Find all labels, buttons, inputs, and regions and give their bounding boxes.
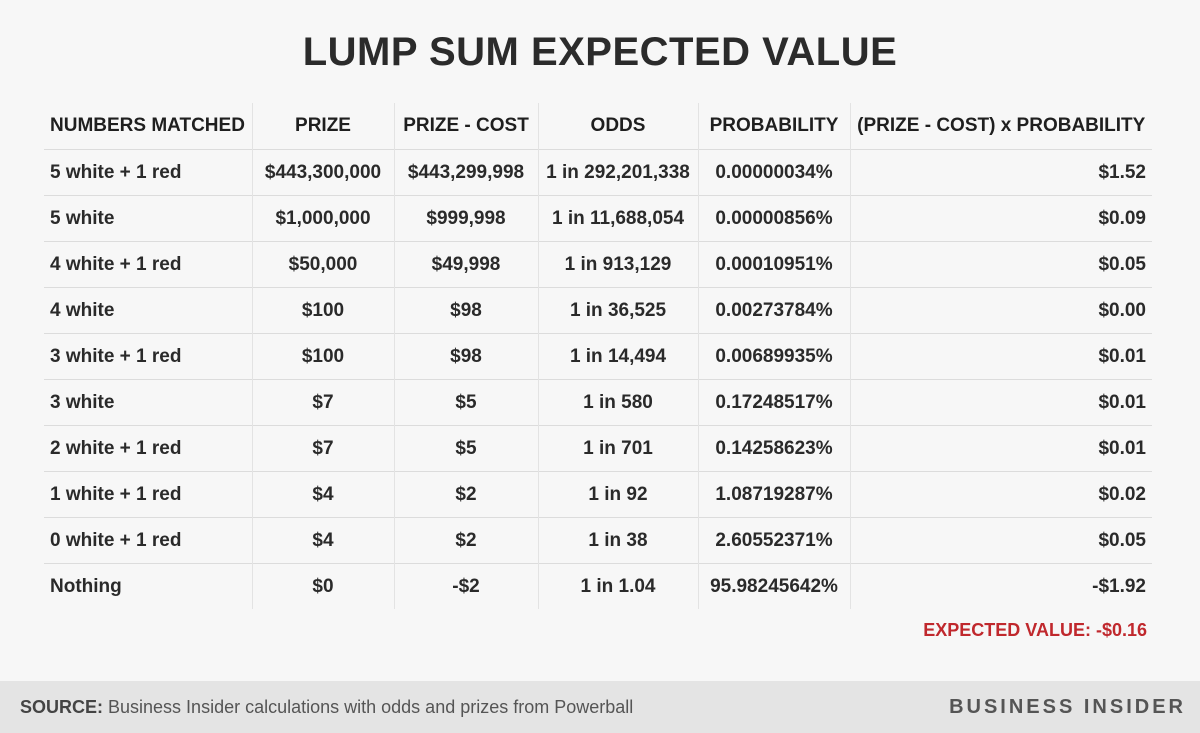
cell-prize-minus-cost: $999,998: [393, 195, 538, 242]
header-weighted-value: (PRIZE - COST) x PROBABILITY: [849, 103, 1152, 150]
cell-odds: 1 in 92: [537, 471, 698, 518]
cell-numbers-matched: 0 white + 1 red: [50, 529, 182, 551]
cell-probability: 0.00000034%: [697, 149, 850, 196]
cell-numbers-matched: 2 white + 1 red: [50, 437, 182, 459]
source-note: SOURCE: Business Insider calculations wi…: [20, 697, 633, 718]
cell-numbers-matched: 1 white + 1 red: [50, 483, 182, 505]
cell-numbers-matched: 4 white: [50, 299, 115, 321]
cell-prize: $50,000: [251, 241, 394, 288]
cell-odds: 1 in 11,688,054: [537, 195, 698, 242]
brand-logo: BUSINESS INSIDER: [949, 696, 1186, 718]
cell-prize: $7: [251, 425, 394, 472]
cell-numbers-matched: 3 white + 1 red: [50, 345, 182, 367]
cell-prize: $443,300,000: [251, 149, 394, 196]
header-prize: PRIZE: [251, 103, 394, 150]
cell-weighted-value: $0.01: [849, 333, 1152, 380]
cell-probability: 0.14258623%: [697, 425, 850, 472]
cell-prize-minus-cost: $443,299,998: [393, 149, 538, 196]
cell-probability: 0.17248517%: [697, 379, 850, 426]
cell-probability: 0.00010951%: [697, 241, 850, 288]
table-body: 5 white + 1 red $443,300,000 $443,299,998 1…: [44, 149, 1152, 609]
cell-weighted-value: $0.09: [849, 195, 1152, 242]
expected-value-total: EXPECTED VALUE: -$0.16: [923, 620, 1147, 640]
cell-prize-minus-cost: $49,998: [393, 241, 538, 288]
cell-prize-minus-cost: $2: [393, 517, 538, 564]
cell-prize-minus-cost: $5: [393, 425, 538, 472]
cell-weighted-value: $0.01: [849, 379, 1152, 426]
table-row: 1 white + 1 red $4 $2 1 in 92 1.08719287% $0.…: [44, 471, 1152, 518]
cell-prize: $4: [251, 471, 394, 518]
cell-prize-minus-cost: $5: [393, 379, 538, 426]
cell-numbers-matched: 5 white: [50, 207, 115, 229]
cell-odds: 1 in 36,525: [537, 287, 698, 334]
cell-prize-minus-cost: $2: [393, 471, 538, 518]
cell-prize: $0: [251, 563, 394, 609]
table-row: 5 white + 1 red $443,300,000 $443,299,998 1…: [44, 149, 1152, 196]
source-text: Business Insider calculations with odds …: [103, 697, 634, 717]
table-row: 4 white $100 $98 1 in 36,525 0.00273784% $0.0…: [44, 287, 1152, 334]
cell-odds: 1 in 1.04: [537, 563, 698, 609]
cell-odds: 1 in 38: [537, 517, 698, 564]
cell-weighted-value: $1.52: [849, 149, 1152, 196]
cell-prize-minus-cost: -$2: [393, 563, 538, 609]
table-row: 2 white + 1 red $7 $5 1 in 701 0.14258623% $0…: [44, 425, 1152, 472]
cell-weighted-value: -$1.92: [849, 563, 1152, 609]
cell-odds: 1 in 701: [537, 425, 698, 472]
cell-odds: 1 in 292,201,338: [537, 149, 698, 196]
cell-numbers-matched: 3 white: [50, 391, 115, 413]
cell-prize: $100: [251, 287, 394, 334]
source-label: SOURCE:: [20, 697, 104, 717]
table-row: 5 white $1,000,000 $999,998 1 in 11,688,054…: [44, 195, 1152, 242]
cell-weighted-value: $0.05: [849, 517, 1152, 564]
table-row: Nothing $0 -$2 1 in 1.04 95.98245642% -$1.92: [44, 563, 1152, 609]
cell-odds: 1 in 14,494: [537, 333, 698, 380]
table-row: 0 white + 1 red $4 $2 1 in 38 2.60552371% $0.…: [44, 517, 1152, 564]
table-row: 3 white + 1 red $100 $98 1 in 14,494 0.00689…: [44, 333, 1152, 380]
cell-weighted-value: $0.01: [849, 425, 1152, 472]
footer-bar: SOURCE: Business Insider calculations wi…: [0, 681, 1200, 733]
cell-probability: 1.08719287%: [697, 471, 850, 518]
cell-prize-minus-cost: $98: [393, 333, 538, 380]
cell-probability: 95.98245642%: [697, 563, 850, 609]
cell-odds: 1 in 580: [537, 379, 698, 426]
cell-prize-minus-cost: $98: [393, 287, 538, 334]
cell-weighted-value: $0.02: [849, 471, 1152, 518]
table-header-row: NUMBERS MATCHED PRIZE PRIZE - COST ODDS …: [44, 103, 1152, 150]
cell-probability: 0.00689935%: [697, 333, 850, 380]
cell-odds: 1 in 913,129: [537, 241, 698, 288]
page-title: LUMP SUM EXPECTED VALUE: [302, 30, 898, 74]
cell-numbers-matched: 4 white + 1 red: [50, 253, 182, 275]
table-row: 3 white $7 $5 1 in 580 0.17248517% $0.01: [44, 379, 1152, 426]
cell-prize: $7: [251, 379, 394, 426]
header-numbers-matched: NUMBERS MATCHED: [50, 115, 245, 136]
header-prize-minus-cost: PRIZE - COST: [393, 103, 538, 150]
cell-prize: $100: [251, 333, 394, 380]
cell-probability: 0.00000856%: [697, 195, 850, 242]
cell-weighted-value: $0.00: [849, 287, 1152, 334]
header-odds: ODDS: [537, 103, 698, 150]
cell-numbers-matched: Nothing: [50, 575, 122, 597]
cell-numbers-matched: 5 white + 1 red: [50, 161, 182, 183]
cell-prize: $1,000,000: [251, 195, 394, 242]
header-probability: PROBABILITY: [697, 103, 850, 150]
expected-value-table: NUMBERS MATCHED PRIZE PRIZE - COST ODDS …: [44, 103, 1152, 609]
cell-prize: $4: [251, 517, 394, 564]
cell-probability: 2.60552371%: [697, 517, 850, 564]
cell-weighted-value: $0.05: [849, 241, 1152, 288]
cell-probability: 0.00273784%: [697, 287, 850, 334]
table-row: 4 white + 1 red $50,000 $49,998 1 in 913,12…: [44, 241, 1152, 288]
